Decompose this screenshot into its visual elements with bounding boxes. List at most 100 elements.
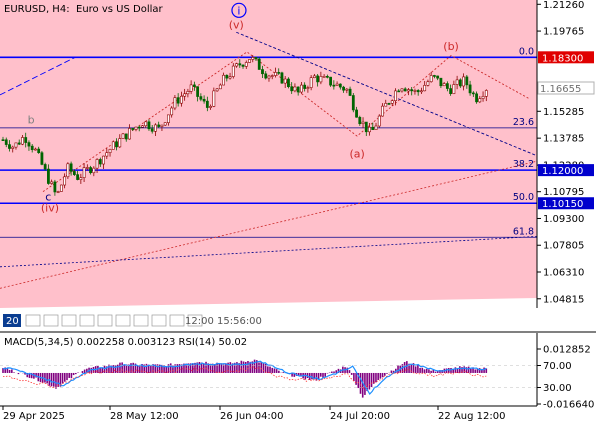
price-panel[interactable]: 0.023.638.250.061.8 (v)(b)(a)(iv)bci EUR… <box>0 0 538 327</box>
candle-body <box>283 78 287 84</box>
time-tick-label: 29 Apr 2025 <box>3 411 65 422</box>
price-tick-labels: 1.212601.197651.166551.152851.137851.122… <box>537 0 584 305</box>
candle-body <box>37 148 41 154</box>
indicator-tick-label: 70.00 <box>543 361 572 372</box>
indicator-lines <box>0 360 537 395</box>
indicator-panel[interactable]: MACD(5,34,5) 0.002258 0.003123 RSI(14) 5… <box>0 333 594 411</box>
candle-body <box>368 126 371 133</box>
candle-body <box>384 103 388 107</box>
candle-body <box>296 86 300 93</box>
toolbar-ghost-box <box>169 314 185 327</box>
candle-body <box>215 88 219 92</box>
zoom-tag-label: 20 <box>6 316 19 327</box>
candle-body <box>89 167 92 174</box>
candle-body <box>202 98 206 102</box>
candle-body <box>332 84 336 87</box>
candle-body <box>43 164 47 170</box>
candle-body <box>312 75 316 79</box>
candle-body <box>186 91 190 95</box>
candle-body <box>257 58 261 70</box>
candle-body <box>238 63 242 66</box>
candle-body <box>351 95 355 111</box>
time-tick-labels: 29 Apr 2025 28 May 12:00 26 Jun 04:00 24 Ju… <box>2 406 505 422</box>
candle-body <box>355 109 358 118</box>
price-tick-label: 1.19765 <box>543 27 584 38</box>
candle-body <box>387 103 391 105</box>
candle-body <box>429 75 433 83</box>
candle-body <box>154 124 157 132</box>
level-price-tag-label: 1.10150 <box>542 199 583 210</box>
fib-level-label: 61.8 <box>513 226 534 237</box>
candle-body <box>345 88 349 91</box>
candle-body <box>270 75 274 77</box>
toolbar-ghost-box <box>25 314 41 327</box>
fib-level-label: 23.6 <box>513 117 534 128</box>
candle-body <box>173 97 177 109</box>
price-tick-label: 1.06310 <box>543 268 584 279</box>
candle-body <box>452 84 456 94</box>
candle-body <box>416 90 420 93</box>
candle-body <box>179 95 183 104</box>
candle-body <box>222 74 225 86</box>
candle-body <box>390 100 394 104</box>
candle-body <box>79 177 83 180</box>
candle-body <box>131 128 135 130</box>
candle-body <box>199 96 203 100</box>
candle-body <box>397 90 401 93</box>
candle-body <box>241 64 245 67</box>
level-price-tag-label: 1.12000 <box>542 166 583 177</box>
candle-body <box>436 75 440 79</box>
candle-body <box>235 63 238 67</box>
candle-body <box>141 125 144 128</box>
candle-body <box>189 84 193 92</box>
candle-body <box>124 133 128 140</box>
level-price-tag-label: 1.18300 <box>542 53 583 64</box>
candle-body <box>261 69 264 75</box>
candle-body <box>108 149 112 154</box>
candle-body <box>290 86 294 92</box>
candle-body <box>27 142 31 147</box>
candle-body <box>176 97 180 104</box>
candle-body <box>342 86 345 91</box>
support-trendline <box>0 235 538 268</box>
level-price-tag <box>538 164 594 177</box>
price-tick-label: 1.07805 <box>543 241 584 252</box>
current-price-marker: 1.16655 <box>537 81 595 95</box>
price-tick-label: 1.04815 <box>543 294 584 305</box>
indicator-tick-label: 0.012852 <box>543 345 591 356</box>
wave-label: (iv) <box>41 201 59 214</box>
zoom-tag[interactable] <box>3 314 21 327</box>
candle-body <box>192 84 196 87</box>
price-panel-background <box>0 0 537 308</box>
indicator-label: MACD(5,34,5) 0.002258 0.003123 RSI(14) 5… <box>4 337 247 348</box>
candle-body <box>371 126 375 130</box>
price-tick-label: 1.09300 <box>543 214 584 225</box>
candle-body <box>445 83 449 89</box>
candle-body <box>277 72 281 74</box>
candle-body <box>400 88 404 92</box>
candle-body <box>170 107 174 116</box>
candle-body <box>267 75 271 79</box>
candle-body <box>293 86 297 92</box>
candle-body <box>82 167 86 178</box>
toolbar-ghost-box <box>133 314 149 327</box>
toolbar-ghost-box <box>151 314 167 327</box>
candle-body <box>287 78 290 88</box>
candle-body <box>403 88 407 92</box>
time-axis[interactable]: 29 Apr 2025 28 May 12:00 26 Jun 04:00 24 Ju… <box>0 405 537 422</box>
candle-body <box>300 84 303 93</box>
fib-level-label: 0.0 <box>519 46 534 57</box>
candle-body <box>115 141 118 148</box>
candle-body <box>274 72 277 76</box>
candle-body <box>98 159 102 165</box>
candle-body <box>111 141 115 150</box>
candle-body <box>303 84 307 89</box>
candle-body <box>218 84 222 90</box>
candle-body <box>85 167 89 169</box>
price-axis[interactable]: 1.212601.197651.166551.152851.137851.122… <box>536 0 595 308</box>
candle-body <box>348 88 352 96</box>
candle-body <box>102 155 105 165</box>
candle-body <box>53 181 57 193</box>
candle-body <box>309 77 313 88</box>
